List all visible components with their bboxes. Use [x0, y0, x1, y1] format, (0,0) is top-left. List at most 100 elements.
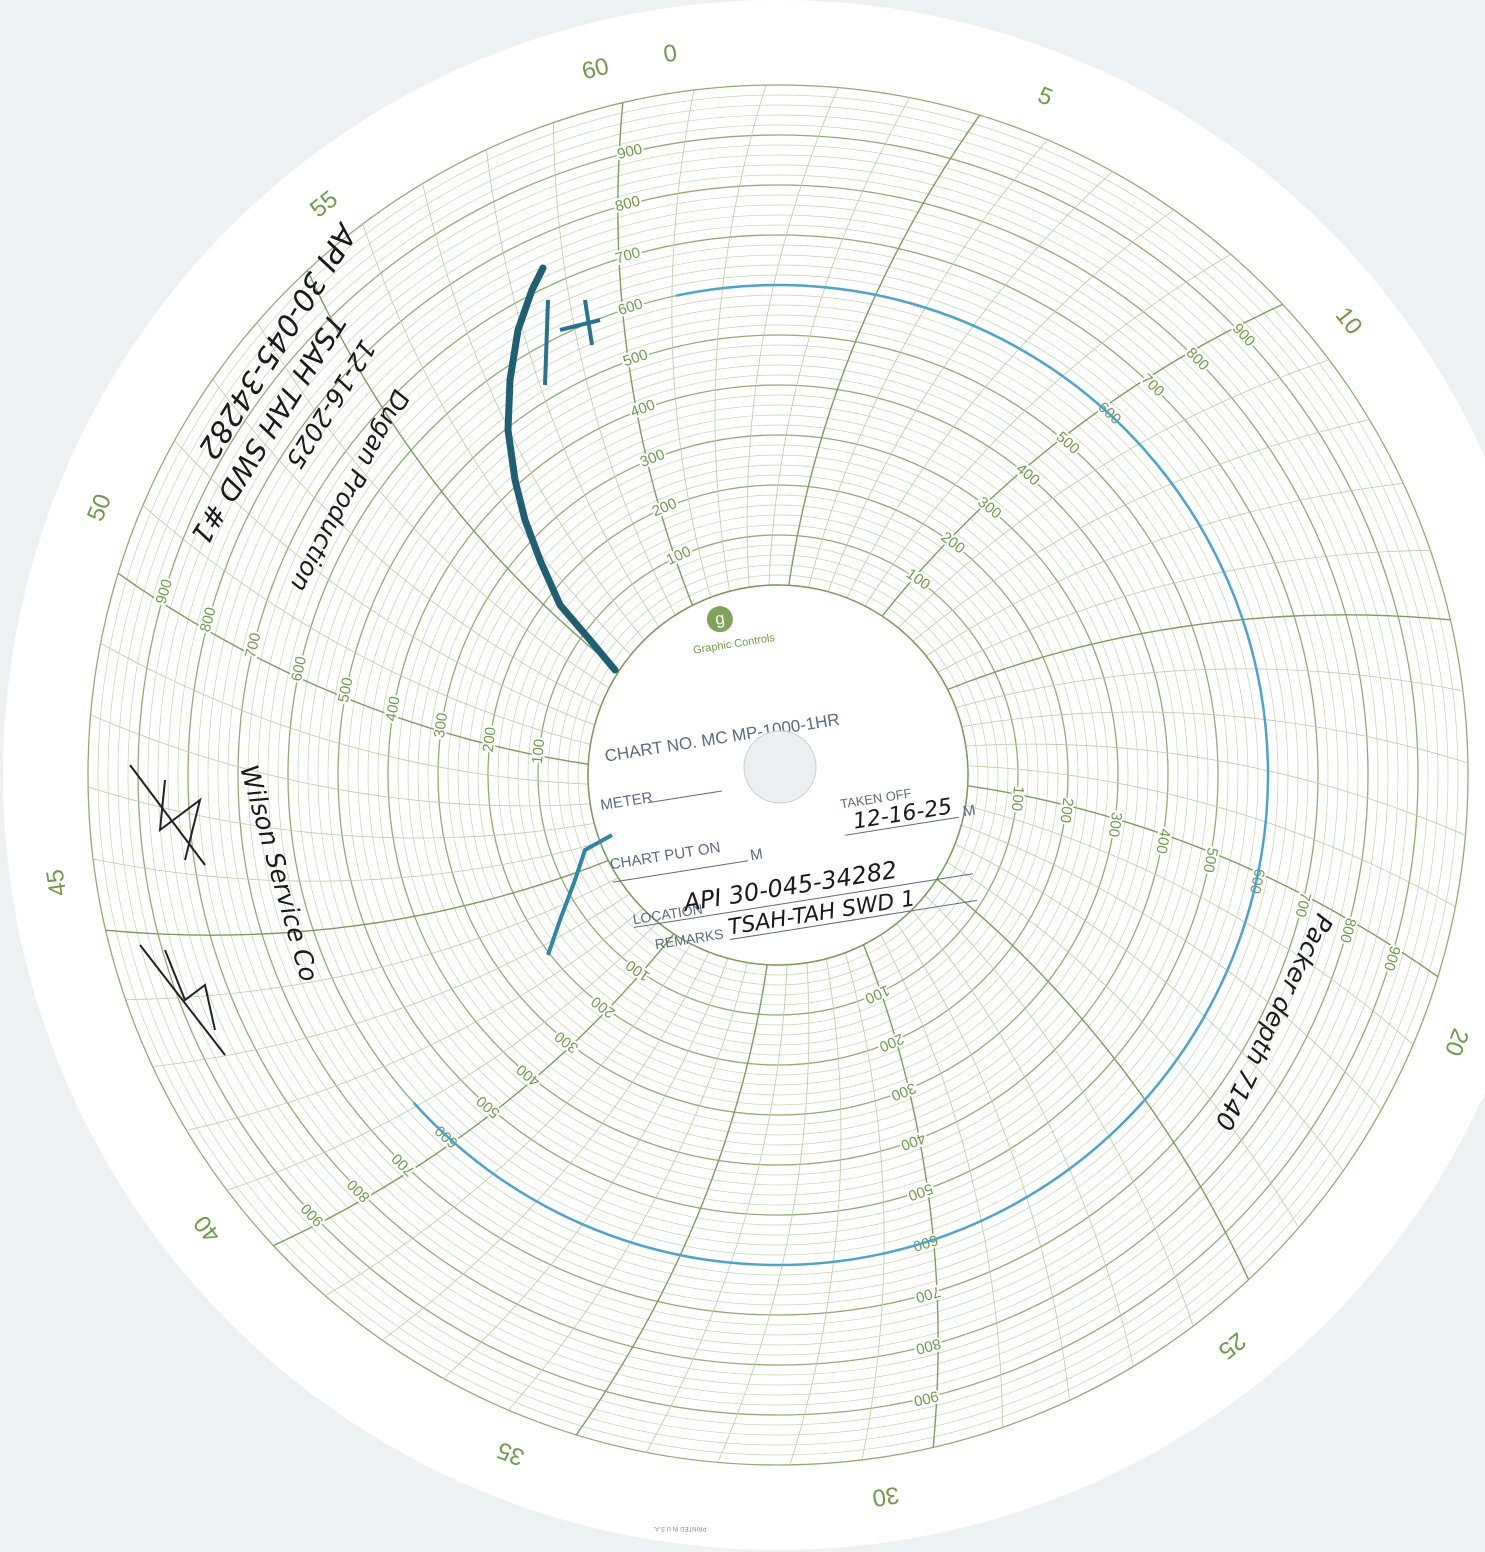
grid-circle	[97, 94, 1459, 1456]
field-line	[633, 873, 973, 928]
grid-circle	[447, 444, 1109, 1106]
time-line	[897, 359, 1330, 629]
time-line	[186, 908, 644, 1131]
grid-circle	[187, 184, 1369, 1366]
time-line	[937, 549, 1431, 673]
grid-circle	[237, 234, 1319, 1316]
time-line	[226, 921, 659, 1191]
grid-circle	[507, 504, 1049, 1046]
time-line	[924, 894, 1194, 1327]
grid-circle	[377, 374, 1179, 1176]
grid-circle	[357, 354, 1199, 1196]
minute-label: 0	[662, 40, 679, 69]
grid-circle	[337, 334, 1219, 1216]
time-line	[911, 909, 1134, 1367]
pen-trace	[412, 283, 1270, 1267]
time-line	[862, 944, 939, 1448]
scale-label: 200	[1056, 797, 1076, 824]
scale-label: 300	[1105, 811, 1125, 838]
pen-trace	[543, 299, 601, 386]
time-line	[212, 378, 602, 707]
center-label: g Graphic Controls CHART NO. MC MP-1000-…	[587, 584, 978, 966]
time-line	[671, 90, 712, 598]
time-line	[925, 482, 1404, 657]
field-line	[612, 860, 749, 883]
minute-label: 45	[42, 868, 73, 898]
grid-circle	[437, 434, 1119, 1116]
grid-circle	[307, 304, 1249, 1246]
grid-circle	[227, 224, 1329, 1326]
time-line	[575, 964, 768, 1436]
signature	[129, 764, 206, 866]
time-line	[846, 209, 1175, 599]
grid-circle	[387, 384, 1169, 1166]
grid-circle	[557, 554, 999, 996]
grid-circle	[347, 344, 1209, 1206]
time-line	[87, 786, 595, 839]
time-line	[961, 824, 1382, 1110]
grid-circle	[317, 314, 1239, 1236]
grid-circle	[297, 294, 1259, 1256]
grid-circle	[257, 254, 1299, 1296]
time-line	[844, 952, 885, 1460]
grid-circle	[407, 404, 1149, 1146]
grid-circle	[247, 244, 1309, 1306]
time-line	[90, 714, 591, 807]
scale-label: 100	[1008, 785, 1027, 812]
grid-circle	[577, 574, 979, 976]
grid-circle	[397, 394, 1159, 1156]
time-line	[864, 253, 1231, 607]
grid-circle	[267, 264, 1289, 1286]
time-line	[768, 97, 911, 586]
grid-circle	[527, 524, 1029, 1026]
time-line	[946, 861, 1300, 1228]
time-line	[142, 505, 591, 745]
grid-circle	[457, 454, 1099, 1096]
pen-trace	[504, 264, 619, 674]
grid-circle	[427, 424, 1129, 1126]
time-line	[746, 87, 839, 588]
time-line	[645, 964, 788, 1453]
time-line	[717, 962, 810, 1463]
time-line	[788, 114, 981, 586]
grid-circle	[177, 174, 1379, 1376]
time-line	[955, 668, 1463, 709]
signature	[139, 944, 226, 1056]
grid-circle	[277, 274, 1279, 1276]
grid-circle	[107, 104, 1449, 1446]
time-line	[965, 805, 1414, 1045]
time-line	[714, 84, 767, 592]
grid-circle	[327, 324, 1229, 1226]
time-line	[325, 943, 692, 1297]
grid-circle	[467, 464, 1089, 1086]
time-line	[967, 765, 1456, 908]
grid-circle	[197, 194, 1359, 1356]
logo-letter: g	[714, 609, 726, 629]
grid-circle	[207, 204, 1349, 1346]
time-line	[125, 877, 619, 1001]
grid-circle	[497, 494, 1059, 1056]
field-unit: M	[749, 845, 764, 864]
grid-circle	[567, 564, 989, 986]
time-line	[880, 934, 1004, 1428]
time-line	[100, 642, 589, 785]
pen-trace	[546, 833, 613, 956]
grid-circle	[517, 514, 1039, 1036]
grid-circle	[147, 144, 1409, 1406]
scale-label: 200	[480, 726, 500, 753]
time-line	[954, 843, 1344, 1172]
grid-circle	[417, 414, 1139, 1136]
scale-label: 300	[431, 712, 451, 739]
grid-circle	[87, 84, 1469, 1466]
logo-mark	[706, 606, 733, 633]
grid-circle	[117, 114, 1439, 1436]
time-line	[617, 102, 694, 606]
field-line	[845, 816, 959, 836]
time-line	[827, 171, 1113, 592]
time-line	[273, 933, 675, 1247]
grid-circle	[547, 544, 1009, 1006]
time-line	[896, 922, 1071, 1401]
grid-circle	[167, 164, 1389, 1386]
field-line	[730, 899, 978, 941]
